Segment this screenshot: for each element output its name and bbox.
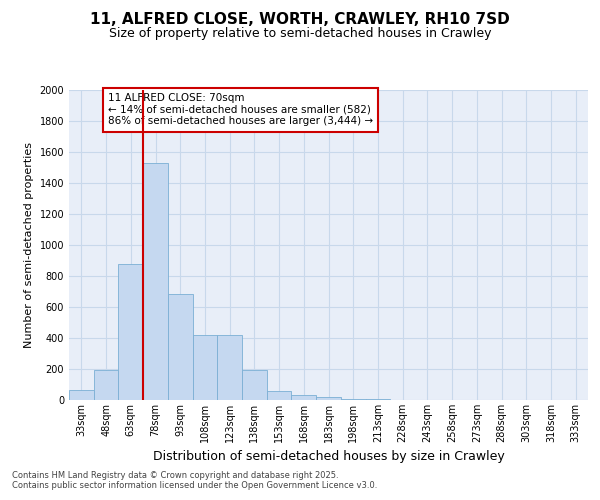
Bar [69,390,94,400]
Text: Contains HM Land Registry data © Crown copyright and database right 2025.
Contai: Contains HM Land Registry data © Crown c… [12,470,377,490]
X-axis label: Distribution of semi-detached houses by size in Crawley: Distribution of semi-detached houses by … [152,450,505,464]
Y-axis label: Number of semi-detached properties: Number of semi-detached properties [24,142,34,348]
Bar [143,163,168,400]
Bar [365,399,390,400]
Bar [193,335,217,400]
Bar [267,392,292,400]
Bar [316,397,341,400]
Text: 11, ALFRED CLOSE, WORTH, CRAWLEY, RH10 7SD: 11, ALFRED CLOSE, WORTH, CRAWLEY, RH10 7… [90,12,510,28]
Text: Size of property relative to semi-detached houses in Crawley: Size of property relative to semi-detach… [109,28,491,40]
Bar [94,370,118,400]
Bar [217,335,242,400]
Bar [292,396,316,400]
Text: 11 ALFRED CLOSE: 70sqm
← 14% of semi-detached houses are smaller (582)
86% of se: 11 ALFRED CLOSE: 70sqm ← 14% of semi-det… [108,93,373,126]
Bar [118,264,143,400]
Bar [242,370,267,400]
Bar [341,399,365,400]
Bar [168,294,193,400]
